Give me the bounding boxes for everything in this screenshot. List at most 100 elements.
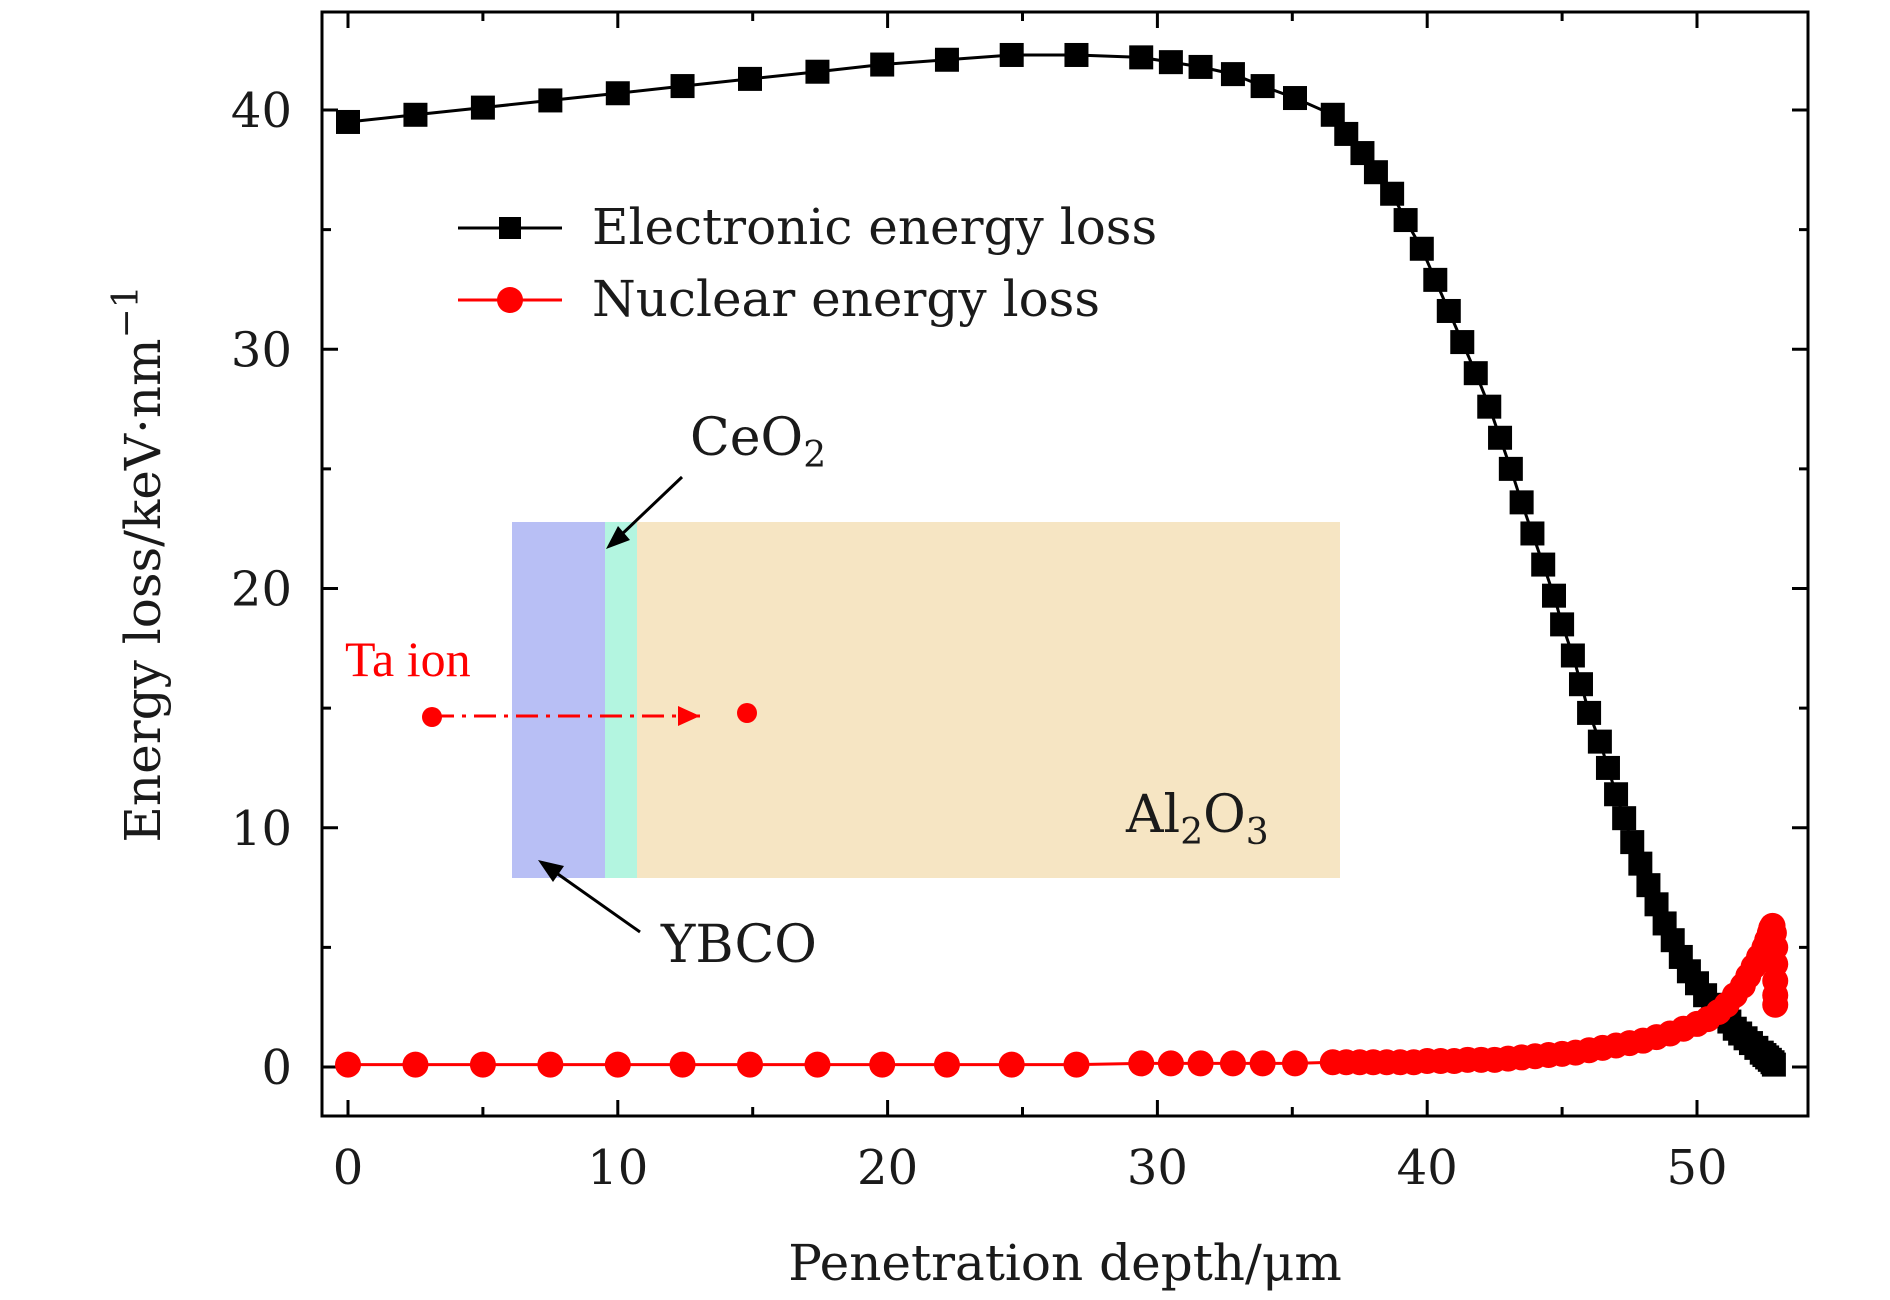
- x-tick-label: 20: [857, 1140, 918, 1196]
- inset-layers: [512, 522, 1340, 878]
- y-axis-title: Energy loss/keV·nm−1: [106, 285, 172, 842]
- data-point-circle: [1157, 1050, 1184, 1077]
- data-point-square: [1158, 50, 1183, 75]
- data-point-square: [403, 102, 428, 127]
- x-tick-label: 10: [587, 1140, 648, 1196]
- ta-ion-end-dot: [737, 703, 757, 723]
- y-axis-title-main: Energy loss/keV·nm: [114, 338, 172, 842]
- ybco-label: YBCO: [660, 915, 817, 975]
- data-point-square: [1220, 62, 1245, 87]
- ybco-arrowhead: [538, 860, 564, 882]
- ybco-arrow-line: [554, 870, 641, 934]
- data-point-square: [1620, 830, 1645, 855]
- data-point-circle: [669, 1051, 696, 1078]
- al2o3-label: Al2O3: [1125, 785, 1269, 853]
- inset-layer-ceo2: [605, 522, 637, 878]
- data-point-circle: [537, 1051, 564, 1078]
- data-point-circle: [869, 1051, 896, 1078]
- data-point-circle: [1762, 991, 1789, 1018]
- data-point-circle: [1281, 1050, 1308, 1077]
- data-point-square: [1064, 42, 1089, 67]
- data-point-square: [538, 88, 563, 113]
- data-point-square: [1129, 45, 1154, 70]
- data-point-square: [1463, 361, 1488, 386]
- data-point-circle: [402, 1051, 429, 1078]
- y-tick-label: 40: [231, 83, 292, 139]
- data-point-circle: [804, 1051, 831, 1078]
- ybco-annotation: YBCO: [538, 860, 817, 975]
- data-point-square: [1250, 74, 1275, 99]
- ceo2-arrowhead: [606, 526, 630, 549]
- data-point-square: [1498, 456, 1523, 481]
- data-point-square: [1761, 1052, 1786, 1077]
- data-point-square: [1363, 160, 1388, 185]
- y-tick-label: 30: [231, 322, 292, 378]
- y-tick-label: 20: [231, 562, 292, 618]
- series-nuclear: [335, 912, 1789, 1078]
- data-point-square: [1520, 521, 1545, 546]
- axis-ticks: [322, 12, 1808, 1116]
- data-point-circle: [933, 1051, 960, 1078]
- data-point-square: [1380, 181, 1405, 206]
- ta-ion-start-dot: [422, 707, 442, 727]
- data-point-circle: [1063, 1051, 1090, 1078]
- legend-label-electronic: Electronic energy loss: [592, 198, 1157, 256]
- data-point-square: [1560, 643, 1585, 668]
- axis-tick-labels: 0 10 20 30 40 50 0 10 20 30 40: [231, 83, 1728, 1196]
- data-point-circle: [1219, 1050, 1246, 1077]
- legend: Electronic energy loss Nuclear energy lo…: [458, 198, 1157, 328]
- legend-marker-electronic: [499, 217, 521, 239]
- data-point-circle: [737, 1051, 764, 1078]
- y-axis-title-exponent: −1: [106, 285, 147, 338]
- data-point-circle: [998, 1051, 1025, 1078]
- data-point-circle: [335, 1051, 361, 1078]
- data-point-square: [870, 52, 895, 77]
- x-tick-label: 30: [1127, 1140, 1188, 1196]
- data-point-circle: [469, 1051, 496, 1078]
- data-point-square: [1604, 782, 1629, 807]
- ta-ion-label: Ta ion: [345, 631, 471, 687]
- data-point-square: [934, 47, 959, 72]
- data-point-square: [605, 81, 630, 106]
- data-point-square: [1409, 236, 1434, 261]
- ceo2-arrow-line: [618, 475, 684, 538]
- y-tick-label: 10: [231, 801, 292, 857]
- legend-label-nuclear: Nuclear energy loss: [592, 270, 1100, 328]
- data-point-square: [1595, 755, 1620, 780]
- data-point-square: [1587, 729, 1612, 754]
- data-point-circle: [604, 1051, 631, 1078]
- data-point-square: [336, 109, 360, 134]
- data-point-square: [1542, 583, 1567, 608]
- data-series: [335, 42, 1789, 1078]
- data-point-square: [1568, 672, 1593, 697]
- legend-marker-nuclear: [497, 287, 523, 313]
- data-point-square: [1436, 298, 1461, 323]
- x-axis-title: Penetration depth/μm: [788, 1234, 1342, 1292]
- data-point-square: [1628, 851, 1653, 876]
- data-point-square: [670, 74, 695, 99]
- ceo2-label: CeO2: [690, 408, 826, 476]
- series-electronic: [336, 42, 1786, 1077]
- data-point-square: [805, 59, 830, 84]
- plot-frame: [320, 10, 1810, 1118]
- data-point-square: [999, 42, 1024, 67]
- data-point-circle: [1128, 1050, 1155, 1077]
- x-tick-label: 50: [1666, 1140, 1727, 1196]
- data-point-square: [1450, 330, 1475, 355]
- data-point-square: [1477, 394, 1502, 419]
- ta-ion-arrowhead: [678, 706, 700, 726]
- data-point-square: [1282, 86, 1307, 111]
- data-point-square: [1188, 54, 1213, 79]
- data-point-square: [1577, 700, 1602, 725]
- data-point-circle: [1187, 1050, 1214, 1077]
- inset-layer-ybco: [512, 522, 605, 878]
- data-point-circle: [1249, 1050, 1276, 1077]
- x-tick-label: 0: [333, 1140, 364, 1196]
- data-point-square: [1531, 552, 1556, 577]
- data-point-square: [1488, 425, 1513, 450]
- data-point-square: [1509, 490, 1534, 515]
- ceo2-annotation: CeO2: [606, 408, 826, 549]
- x-tick-label: 40: [1397, 1140, 1458, 1196]
- data-point-square: [1612, 806, 1637, 831]
